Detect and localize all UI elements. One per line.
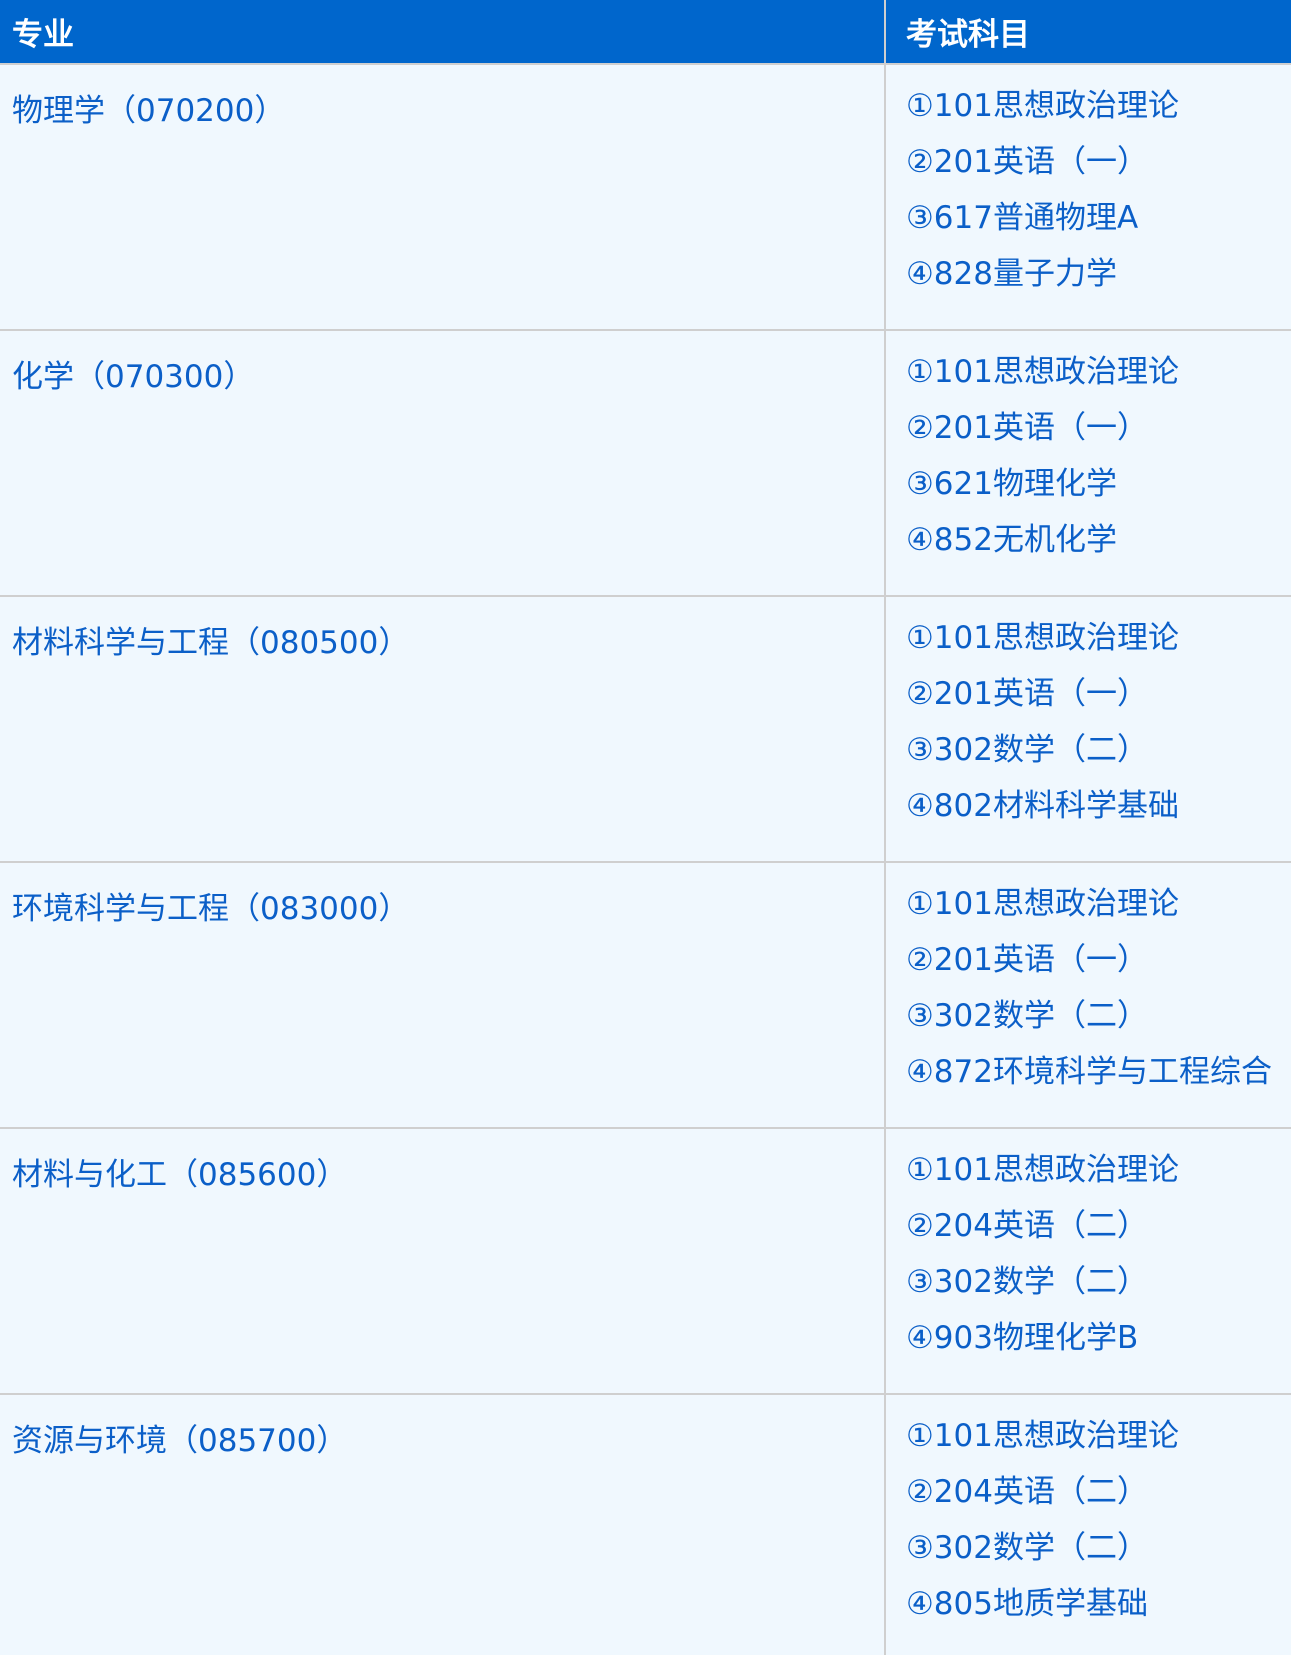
table-row: 材料与化工（085600） ①101思想政治理论 ②204英语（二） ③302数学（二… — [0, 1128, 1291, 1395]
major-cell: 化学（070300） — [0, 330, 886, 597]
subject-item: ②204英语（二） — [906, 1474, 1148, 1510]
major-cell: 材料科学与工程（080500） — [0, 596, 886, 863]
subject-item: ②201英语（一） — [906, 144, 1148, 180]
subjects-cell: ①101思想政治理论 ②201英语（一） ③302数学（二） ④872环境科学与工程综… — [885, 862, 1291, 1129]
header-subjects: 考试科目 — [885, 0, 1291, 65]
table-row: 资源与环境（085700） ①101思想政治理论 ②204英语（二） ③302数学（二… — [0, 1394, 1291, 1655]
subject-item: ④828量子力学 — [906, 256, 1117, 292]
subjects-cell: ①101思想政治理论 ②201英语（一） ③617普通物理A ④828量子力学 — [885, 64, 1291, 331]
subject-item: ④805地质学基础 — [906, 1586, 1148, 1622]
subject-item: ③302数学（二） — [906, 732, 1148, 768]
subject-item: ④872环境科学与工程综合 — [906, 1054, 1272, 1090]
subject-item: ①101思想政治理论 — [906, 1418, 1179, 1454]
subject-item: ②201英语（一） — [906, 942, 1148, 978]
subjects-cell: ①101思想政治理论 ②204英语（二） ③302数学（二） ④805地质学基础 — [885, 1394, 1291, 1655]
major-cell: 资源与环境（085700） — [0, 1394, 886, 1655]
subjects-cell: ①101思想政治理论 ②204英语（二） ③302数学（二） ④903物理化学B — [885, 1128, 1291, 1395]
major-cell: 材料与化工（085600） — [0, 1128, 886, 1395]
header-major: 专业 — [0, 0, 886, 65]
major-cell: 物理学（070200） — [0, 64, 886, 331]
subject-item: ③302数学（二） — [906, 1530, 1148, 1566]
subject-item: ③302数学（二） — [906, 998, 1148, 1034]
subject-item: ①101思想政治理论 — [906, 886, 1179, 922]
subject-item: ④802材料科学基础 — [906, 788, 1179, 824]
subject-item: ③621物理化学 — [906, 466, 1117, 502]
subject-item: ④852无机化学 — [906, 522, 1117, 558]
major-cell: 环境科学与工程（083000） — [0, 862, 886, 1129]
table-row: 材料科学与工程（080500） ①101思想政治理论 ②201英语（一） ③302数学… — [0, 596, 1291, 863]
table-row: 环境科学与工程（083000） ①101思想政治理论 ②201英语（一） ③302数学… — [0, 862, 1291, 1129]
subject-item: ①101思想政治理论 — [906, 354, 1179, 390]
subject-item: ②201英语（一） — [906, 676, 1148, 712]
subject-item: ②204英语（二） — [906, 1208, 1148, 1244]
table-row: 化学（070300） ①101思想政治理论 ②201英语（一） ③621物理化学 ④85… — [0, 330, 1291, 597]
subject-item: ①101思想政治理论 — [906, 88, 1179, 124]
subject-item: ②201英语（一） — [906, 410, 1148, 446]
subjects-cell: ①101思想政治理论 ②201英语（一） ③621物理化学 ④852无机化学 — [885, 330, 1291, 597]
table-header-row: 专业 考试科目 — [0, 0, 1291, 65]
subject-item: ④903物理化学B — [906, 1320, 1139, 1356]
subject-item: ①101思想政治理论 — [906, 1152, 1179, 1188]
table-row: 物理学（070200） ①101思想政治理论 ②201英语（一） ③617普通物理A ④… — [0, 64, 1291, 331]
subjects-cell: ①101思想政治理论 ②201英语（一） ③302数学（二） ④802材料科学基础 — [885, 596, 1291, 863]
subject-item: ③617普通物理A — [906, 200, 1139, 236]
subject-item: ①101思想政治理论 — [906, 620, 1179, 656]
subject-item: ③302数学（二） — [906, 1264, 1148, 1300]
